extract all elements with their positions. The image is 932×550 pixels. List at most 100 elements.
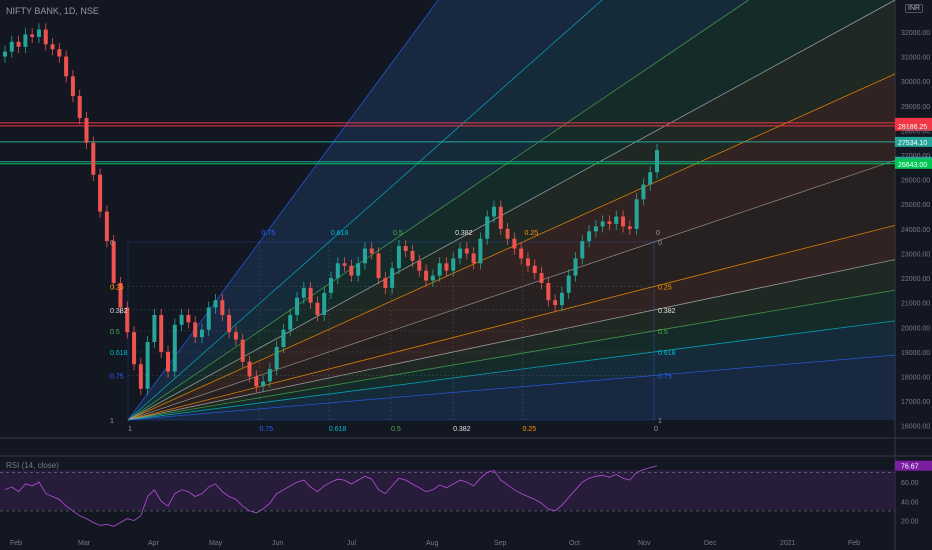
candle-body <box>485 216 490 239</box>
y-tick-label: 17000.00 <box>901 399 930 406</box>
candle-body <box>301 287 306 298</box>
y-tick-label: 29000.00 <box>901 104 930 111</box>
candle-body <box>403 246 408 251</box>
candle-body <box>627 226 632 229</box>
candle-body <box>362 248 367 264</box>
candle-body <box>274 346 279 370</box>
fib-fan-ray <box>127 289 896 421</box>
candle-body <box>471 253 476 264</box>
candle-body <box>458 248 463 259</box>
candle-body <box>166 351 170 372</box>
candle-body <box>505 228 510 239</box>
candle-body <box>587 231 592 242</box>
y-tick-label: 24000.00 <box>901 227 930 234</box>
y-tick-label: 21000.00 <box>901 301 930 308</box>
fib-label-left: 0.618 <box>110 350 128 357</box>
fib-label-top: 0.75 <box>262 230 276 237</box>
candle-body <box>145 342 150 389</box>
candle-body <box>478 238 483 264</box>
rsi-value-label-bg <box>895 460 932 471</box>
fib-label-bottom: 0 <box>654 426 658 433</box>
fib-label-right: 0.25 <box>658 285 672 292</box>
candle-body <box>98 174 103 212</box>
candle-body <box>30 34 35 37</box>
y-tick-label: 26000.00 <box>901 178 930 185</box>
y-tick-label: 16000.00 <box>901 424 930 431</box>
fib-label-left: 0.75 <box>110 374 124 381</box>
price-label-text: 27534.10 <box>898 140 927 147</box>
x-tick-label: May <box>209 540 223 547</box>
price-label-text: 28186.25 <box>898 124 927 131</box>
candle-body <box>519 248 524 259</box>
rsi-value-label: 76.67 <box>895 460 932 471</box>
candle-body <box>410 250 415 261</box>
x-tick-label: Aug <box>426 540 439 547</box>
candle-body <box>315 302 320 315</box>
candle-body <box>111 241 116 283</box>
fib-label-right: 0 <box>658 240 662 247</box>
candle-body <box>376 253 381 279</box>
candle-body <box>621 216 626 227</box>
fib-fan-ray <box>127 0 603 421</box>
candle-body <box>553 300 558 306</box>
fib-fan-ray <box>127 354 896 421</box>
fib-label-top: 0.618 <box>331 230 349 237</box>
candle-body <box>566 275 571 293</box>
y-tick-label: 28000.00 <box>901 128 930 135</box>
candle-body <box>3 51 7 57</box>
candle-body <box>308 287 313 303</box>
fib-fan-ray <box>127 259 896 421</box>
candle-body <box>464 248 469 254</box>
x-tick-label: Sep <box>494 540 507 547</box>
candle-body <box>159 314 164 352</box>
candle-body <box>444 263 449 271</box>
x-tick-label: Jun <box>272 540 283 547</box>
candle-body <box>261 381 266 387</box>
candle-body <box>655 150 659 173</box>
candle-body <box>295 297 300 315</box>
candle-body <box>614 216 619 224</box>
rsi-line <box>4 465 658 527</box>
candle-body <box>220 300 225 315</box>
price-label-bg <box>895 120 932 131</box>
candle-body <box>539 273 544 283</box>
candle-body <box>193 322 198 338</box>
fib-label-bottom: 0.25 <box>523 426 537 433</box>
fib-label-bottom: 0.618 <box>329 426 347 433</box>
fib-label-top: 0.25 <box>525 230 539 237</box>
fib-label-bottom: 0.75 <box>260 426 274 433</box>
candle-body <box>247 361 252 377</box>
candle-body <box>573 258 578 276</box>
fib-label-left: 1 <box>110 418 114 425</box>
currency-badge[interactable]: INR <box>905 4 924 13</box>
candle-body <box>593 226 598 232</box>
candle-body <box>179 314 184 325</box>
fib-fan-ray <box>127 0 749 421</box>
candle-body <box>329 278 333 293</box>
candle-body <box>430 275 435 281</box>
y-tick-label: 22000.00 <box>901 276 930 283</box>
candle-body <box>206 307 211 330</box>
y-tick-label: 18000.00 <box>901 374 930 381</box>
candle-body <box>281 329 286 347</box>
candle-body <box>64 56 69 77</box>
candle-body <box>525 258 530 266</box>
candle-body <box>492 206 496 217</box>
x-tick-label: Oct <box>569 540 580 547</box>
candle-body <box>227 314 232 333</box>
y-tick-label: 31000.00 <box>901 55 930 62</box>
candle-body <box>23 34 28 47</box>
candle-body <box>559 292 564 306</box>
fib-label-top: 0 <box>656 230 660 237</box>
candle-body <box>104 211 109 242</box>
rsi-band <box>0 470 895 510</box>
candle-body <box>532 265 537 274</box>
fib-label-right: 0.75 <box>658 374 672 381</box>
candle-body <box>43 29 48 45</box>
fib-label-right: 0.618 <box>658 350 676 357</box>
candle-body <box>648 172 653 185</box>
fib-label-right: 0.382 <box>658 308 676 315</box>
fib-fan-ray <box>127 224 896 421</box>
fib-label-left: 0.382 <box>110 308 128 315</box>
